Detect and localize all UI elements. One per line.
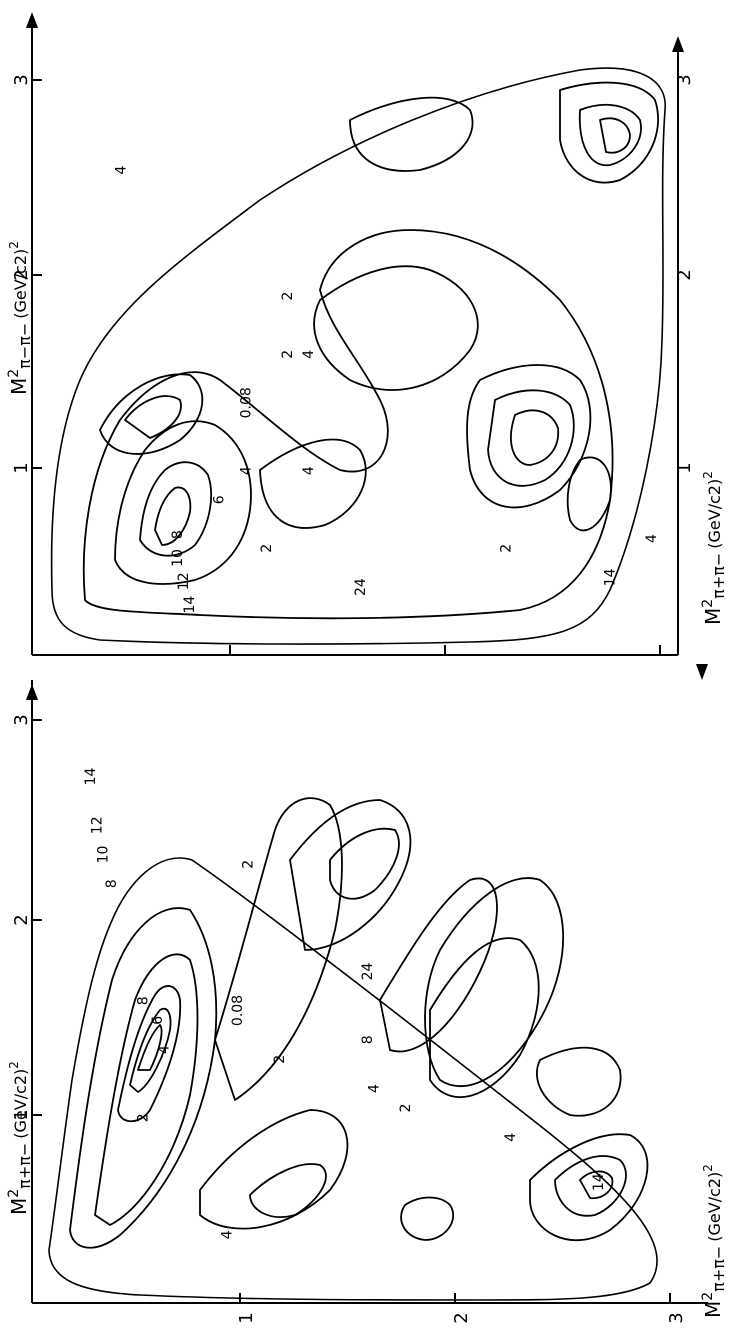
contour-label: 4: [644, 534, 660, 543]
contour-label: 2: [280, 350, 296, 359]
contour-label: 10: [170, 549, 186, 567]
upper-tick-label-x-2: 2: [674, 269, 695, 280]
lower-y-axis-arrow: [26, 684, 38, 700]
contour-label: 4: [238, 466, 254, 475]
contour-label: 2: [136, 1113, 152, 1122]
upper-tick-label-y-3: 3: [11, 74, 32, 85]
upper-tick-label-y-2: 2: [11, 269, 32, 280]
contour-label: 14: [591, 1173, 607, 1191]
lower-x-axis-arrow: [696, 664, 708, 680]
contour-label: 4: [301, 350, 317, 359]
lower-tick-label-y-2: 2: [11, 914, 32, 925]
lower-tick-label-x-2: 2: [451, 1312, 472, 1323]
contour-label: 12: [89, 816, 105, 834]
lower-y-ticks: [239, 1293, 671, 1303]
svg-text:M2π+π−(GeV/c2)2: M2π+π−(GeV/c2)2: [700, 1164, 728, 1318]
lower-x-axis-title: M2π+π−(GeV/c2)2: [700, 1164, 728, 1318]
lower-tick-label-x-3: 3: [666, 1312, 687, 1323]
contour-label: 14: [182, 596, 198, 614]
upper-kinematic-boundary: [50, 67, 666, 645]
upper-tick-label-x-1: 1: [674, 462, 695, 473]
contour-label: 4: [114, 165, 130, 174]
panel-upper-plot: 1 2 3 1 2 3 M2π−π−(GeV/c2)2 M2π+π−(GeV/c…: [6, 12, 728, 656]
contour-label: 2: [398, 1104, 414, 1113]
lower-tick-label-y-3: 3: [11, 714, 32, 725]
contour-label: 2: [241, 860, 257, 869]
contour-label: 2: [280, 292, 296, 301]
contour-label: 4: [157, 1045, 173, 1054]
contour-label: 10: [96, 846, 112, 864]
contour-label: 8: [136, 996, 152, 1005]
contour-label: 8: [170, 530, 186, 539]
contour-label: 6: [150, 1016, 166, 1025]
contour-label: 12: [176, 572, 192, 590]
contour-label: 0.08: [238, 387, 254, 418]
lower-y-axis-title: M2π+π−(GeV/c2)2: [6, 1061, 34, 1215]
svg-text:M2π−π−(GeV/c2)2: M2π−π−(GeV/c2)2: [6, 241, 34, 395]
contour-label: 2: [498, 544, 514, 553]
contour-label: 14: [83, 768, 99, 786]
svg-text:M2π+π−(GeV/c2)2: M2π+π−(GeV/c2)2: [6, 1061, 34, 1215]
contour-label: 2: [272, 1055, 288, 1064]
contour-label: 8: [104, 879, 120, 888]
lower-x-ticks: [32, 719, 42, 1116]
lower-kinematic-boundary: [48, 857, 658, 1301]
upper-tick-label-x-3: 3: [674, 74, 695, 85]
contour-label: 8: [360, 1035, 376, 1044]
contour-label: 4: [220, 1230, 236, 1239]
upper-y-axis-arrow: [26, 12, 38, 28]
contour-label: 6: [211, 495, 227, 504]
contour-label: 24: [360, 963, 376, 981]
upper-contours: [82, 81, 659, 620]
lower-tick-label-y-1: 1: [11, 1109, 32, 1120]
upper-x-axis-arrow: [672, 36, 684, 52]
lower-tick-label-x-1: 1: [236, 1312, 257, 1323]
panel-lower-plot: 1 2 3 1 2 3 M2π+π−(GeV/c2)2 M2π+π−(GeV/c…: [6, 664, 728, 1324]
upper-x-ticks: [229, 645, 661, 655]
contour-label: 14: [602, 568, 618, 586]
contour-label: 24: [353, 578, 369, 596]
contour-label: 4: [367, 1084, 383, 1093]
contour-label: 4: [503, 1133, 519, 1142]
lower-contours: [69, 797, 649, 1249]
upper-tick-label-y-1: 1: [11, 462, 32, 473]
upper-y-axis-title: M2π−π−(GeV/c2)2: [6, 241, 34, 395]
svg-text:M2π+π−(GeV/c2)2: M2π+π−(GeV/c2)2: [700, 471, 728, 625]
contour-label: 4: [301, 466, 317, 475]
contour-label: 2: [259, 544, 275, 553]
contour-label: 0.08: [230, 995, 246, 1026]
upper-x-axis-title: M2π+π−(GeV/c2)2: [700, 471, 728, 625]
upper-y-ticks: [32, 79, 42, 469]
